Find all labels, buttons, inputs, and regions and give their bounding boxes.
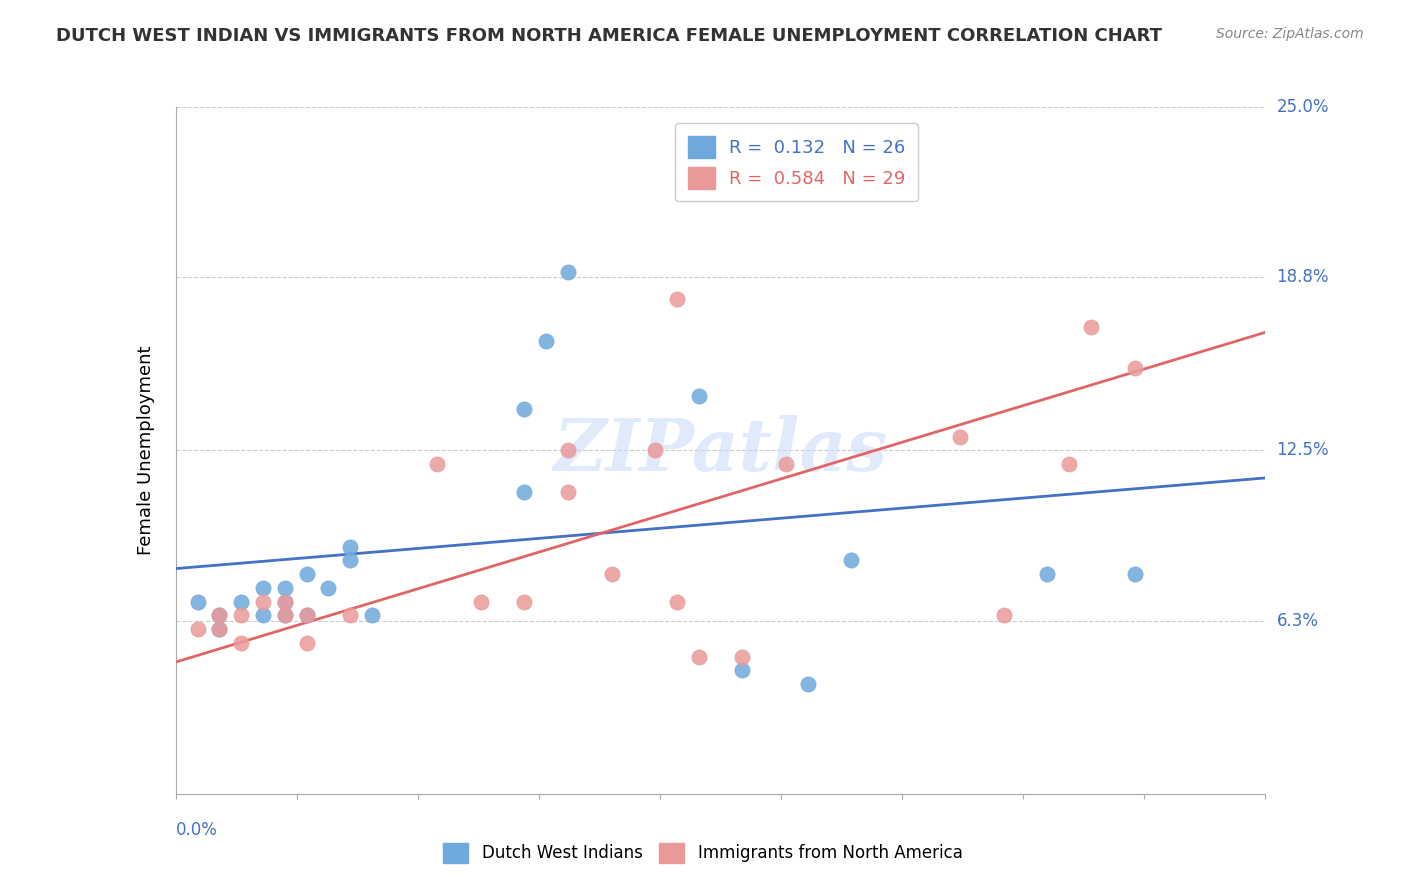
Point [513, 484, 536, 499]
Point [666, 594, 689, 608]
Point [731, 663, 754, 677]
Text: DUTCH WEST INDIAN VS IMMIGRANTS FROM NORTH AMERICA FEMALE UNEMPLOYMENT CORRELATI: DUTCH WEST INDIAN VS IMMIGRANTS FROM NOR… [56, 27, 1163, 45]
Point [252, 581, 274, 595]
Point [318, 581, 340, 595]
Point [295, 608, 318, 623]
Text: 25.0%: 25.0% [1277, 98, 1329, 116]
Point [513, 594, 536, 608]
Point [1123, 567, 1146, 582]
Point [1123, 361, 1146, 376]
Point [208, 622, 231, 636]
Text: Source: ZipAtlas.com: Source: ZipAtlas.com [1216, 27, 1364, 41]
Point [557, 265, 579, 279]
Point [600, 567, 623, 582]
Y-axis label: Female Unemployment: Female Unemployment [136, 346, 155, 555]
Point [949, 430, 972, 444]
Point [252, 608, 274, 623]
Point [208, 608, 231, 623]
Point [796, 677, 818, 691]
Legend: Dutch West Indians, Immigrants from North America: Dutch West Indians, Immigrants from Nort… [432, 831, 974, 875]
Point [470, 594, 492, 608]
Point [295, 567, 318, 582]
Point [775, 457, 797, 471]
Point [231, 608, 253, 623]
Point [295, 636, 318, 650]
Point [274, 594, 297, 608]
Point [360, 608, 382, 623]
Point [231, 594, 253, 608]
Point [1080, 319, 1102, 334]
Point [274, 608, 297, 623]
Point [339, 608, 361, 623]
Point [644, 443, 666, 458]
Point [231, 636, 253, 650]
Point [208, 608, 231, 623]
Point [295, 608, 318, 623]
Point [796, 141, 818, 155]
Point [339, 540, 361, 554]
Point [1057, 457, 1080, 471]
Point [688, 388, 710, 402]
Point [666, 293, 689, 307]
Point [731, 649, 754, 664]
Point [274, 581, 297, 595]
Point [186, 622, 209, 636]
Text: 6.3%: 6.3% [1277, 612, 1319, 630]
Point [513, 402, 536, 417]
Point [1036, 567, 1059, 582]
Point [688, 649, 710, 664]
Point [208, 622, 231, 636]
Point [862, 182, 884, 196]
Point [274, 608, 297, 623]
Point [186, 594, 209, 608]
Point [274, 594, 297, 608]
Point [557, 484, 579, 499]
Point [426, 457, 449, 471]
Point [534, 334, 557, 348]
Point [252, 594, 274, 608]
Text: 0.0%: 0.0% [176, 822, 218, 839]
Point [993, 608, 1015, 623]
Text: 12.5%: 12.5% [1277, 442, 1329, 459]
Text: ZIPatlas: ZIPatlas [554, 415, 887, 486]
Point [841, 553, 863, 567]
Text: 18.8%: 18.8% [1277, 268, 1329, 286]
Point [557, 443, 579, 458]
Point [339, 553, 361, 567]
Legend: R =  0.132   N = 26, R =  0.584   N = 29: R = 0.132 N = 26, R = 0.584 N = 29 [675, 123, 918, 202]
